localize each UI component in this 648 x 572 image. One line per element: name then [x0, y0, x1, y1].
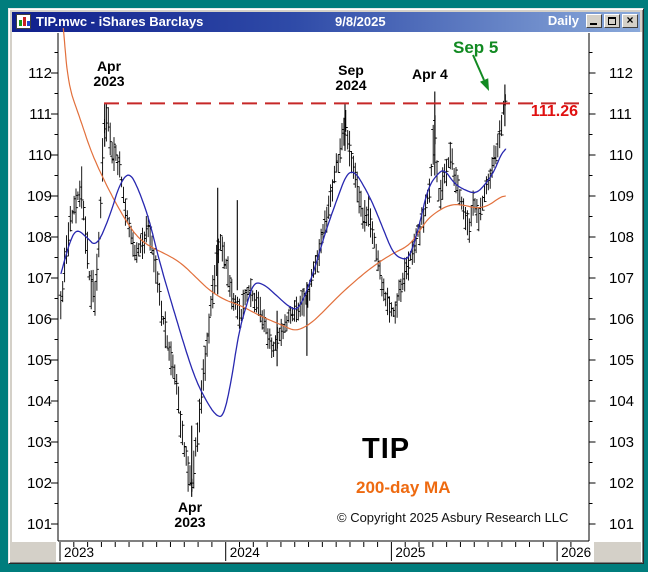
chart-plot-background[interactable] — [12, 32, 642, 562]
maximize-button[interactable] — [604, 13, 620, 28]
window-titlebar[interactable]: TIP.mwc - iShares Barclays 9/8/2025 Dail… — [12, 12, 640, 32]
titlebar-periodicity: Daily — [547, 13, 579, 28]
close-icon: × — [626, 12, 634, 27]
maximize-icon — [608, 16, 616, 25]
minimize-icon — [590, 22, 597, 25]
app-window: TIP.mwc - iShares Barclays 9/8/2025 Dail… — [8, 8, 644, 564]
close-button[interactable]: × — [622, 12, 638, 28]
titlebar-date: 9/8/2025 — [335, 14, 386, 29]
minimize-button[interactable] — [586, 13, 602, 28]
window-title: TIP.mwc - iShares Barclays — [36, 14, 204, 29]
app-icon — [16, 14, 31, 29]
